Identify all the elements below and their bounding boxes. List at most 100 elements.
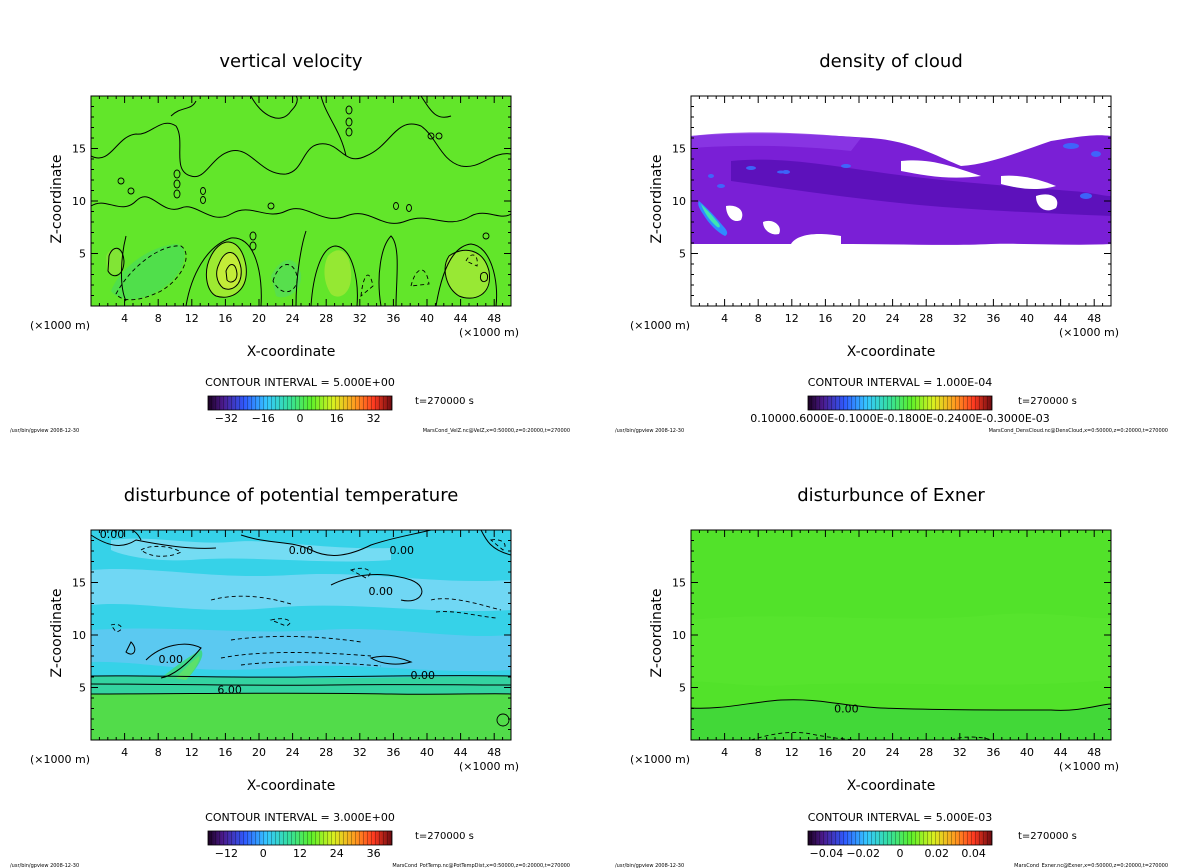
colorbar-tick-label: 0 bbox=[897, 847, 904, 860]
x-unit-label-right: (×1000 m) bbox=[459, 326, 519, 339]
x-tick-label: 28 bbox=[319, 746, 333, 759]
y-tick-label: 5 bbox=[679, 248, 686, 261]
colorbar-frame bbox=[207, 395, 393, 411]
x-tick-label: 40 bbox=[420, 746, 434, 759]
colorbar-tick-label: 24 bbox=[330, 847, 344, 860]
contour-interval: CONTOUR INTERVAL = 1.000E-04 bbox=[808, 376, 992, 389]
x-tick-label: 32 bbox=[353, 312, 367, 325]
time-label: t=270000 s bbox=[415, 831, 474, 842]
x-tick-label: 36 bbox=[986, 312, 1000, 325]
plot-area bbox=[690, 95, 1112, 307]
plot-area: 0.00 0.00 0.00 0.00 0.00 0.00 6.00 bbox=[90, 528, 512, 741]
contour-label: 0.00 bbox=[411, 669, 436, 682]
colorbar-tick-label: −0.02 bbox=[846, 847, 880, 860]
y-axis-label: Z-coordinate bbox=[49, 154, 65, 243]
x-unit-label-right: (×1000 m) bbox=[459, 760, 519, 773]
x-tick-label: 24 bbox=[886, 312, 900, 325]
colorbar-frame bbox=[807, 830, 993, 846]
x-tick-label: 20 bbox=[252, 746, 266, 759]
contour-label: 0.00 bbox=[369, 585, 394, 598]
colorbar-tick-label: 32 bbox=[367, 412, 381, 425]
field-shading bbox=[91, 693, 511, 740]
x-tick-label: 20 bbox=[852, 746, 866, 759]
x-tick-label: 4 bbox=[721, 746, 728, 759]
field-shading bbox=[324, 250, 352, 297]
x-unit-label-left: (×1000 m) bbox=[630, 753, 690, 766]
chart-title: density of cloud bbox=[819, 51, 963, 72]
colorbar-frame bbox=[807, 395, 993, 411]
footer-left: /usr/bin/gpview 2008-12-30 bbox=[10, 428, 79, 434]
contour-label: 0.00 bbox=[834, 703, 859, 716]
x-unit-label-right: (×1000 m) bbox=[1059, 760, 1119, 773]
field-shading bbox=[691, 699, 1111, 740]
x-tick-label: 8 bbox=[155, 312, 162, 325]
x-tick-label: 16 bbox=[818, 746, 832, 759]
colorbar-frame bbox=[207, 830, 393, 846]
y-axis-label: Z-coordinate bbox=[49, 588, 65, 677]
x-unit-label-right: (×1000 m) bbox=[1059, 326, 1119, 339]
x-tick-label: 48 bbox=[1087, 746, 1101, 759]
x-tick-label: 24 bbox=[886, 746, 900, 759]
chart-title: disturbunce of Exner bbox=[797, 485, 985, 506]
contour-labels: 0.00 bbox=[834, 703, 859, 716]
x-tick-label: 32 bbox=[953, 746, 967, 759]
time-label: t=270000 s bbox=[1018, 396, 1077, 407]
x-tick-label: 48 bbox=[1087, 312, 1101, 325]
x-tick-label: 4 bbox=[721, 312, 728, 325]
axes bbox=[91, 530, 511, 740]
axes bbox=[691, 530, 1111, 740]
y-axis-label: Z-coordinate bbox=[649, 154, 665, 243]
x-tick-label: 44 bbox=[1054, 746, 1068, 759]
contour-label: 0.00 bbox=[159, 653, 184, 666]
y-tick-label: 5 bbox=[79, 682, 86, 695]
colorbar-tick-label: 16 bbox=[330, 412, 344, 425]
colorbar-tick-label: −32 bbox=[215, 412, 238, 425]
x-axis-label: X-coordinate bbox=[247, 778, 336, 794]
field-shading bbox=[691, 613, 1111, 686]
x-tick-label: 24 bbox=[286, 312, 300, 325]
axes bbox=[691, 96, 1111, 306]
x-tick-label: 40 bbox=[1020, 746, 1034, 759]
cloud-field bbox=[731, 159, 1111, 216]
time-label: t=270000 s bbox=[415, 396, 474, 407]
chart-title: vertical velocity bbox=[219, 51, 363, 72]
x-tick-label: 48 bbox=[487, 746, 501, 759]
footer-left: /usr/bin/gpview 2008-12-30 bbox=[615, 863, 684, 868]
x-tick-label: 20 bbox=[852, 312, 866, 325]
colorbar-tick-label: −12 bbox=[215, 847, 238, 860]
y-tick-label: 15 bbox=[72, 577, 86, 590]
colorbar-bands bbox=[208, 831, 392, 845]
y-tick-label: 15 bbox=[672, 577, 686, 590]
colorbar-tick-labels: 0.10000.6000E-0.1000E-0.1800E-0.2400E-0.… bbox=[750, 412, 1050, 425]
x-tick-label: 16 bbox=[218, 746, 232, 759]
x-tick-label: 44 bbox=[454, 746, 468, 759]
x-tick-label: 28 bbox=[919, 312, 933, 325]
x-tick-label: 28 bbox=[919, 746, 933, 759]
x-tick-label: 24 bbox=[286, 746, 300, 759]
footer-left: /usr/bin/gpview 2008-12-30 bbox=[10, 863, 79, 868]
field-shading bbox=[445, 250, 490, 299]
x-tick-label: 16 bbox=[818, 312, 832, 325]
footer-right: MarsCond_DensCloud.nc@DensCloud,x=0:5000… bbox=[989, 428, 1168, 434]
x-tick-label: 32 bbox=[953, 312, 967, 325]
cloud-high-density bbox=[701, 204, 720, 228]
x-axis-label: X-coordinate bbox=[247, 344, 336, 360]
x-tick-label: 12 bbox=[785, 746, 799, 759]
x-tick-label: 36 bbox=[986, 746, 1000, 759]
field-shading bbox=[176, 656, 200, 680]
x-unit-label-left: (×1000 m) bbox=[30, 319, 90, 332]
colorbar-bands bbox=[208, 396, 392, 410]
colorbar-tick-label: 0.04 bbox=[961, 847, 986, 860]
colorbar-tick-label: 0.02 bbox=[925, 847, 950, 860]
x-tick-label: 28 bbox=[319, 312, 333, 325]
x-tick-label: 16 bbox=[218, 312, 232, 325]
x-axis-label: X-coordinate bbox=[847, 778, 936, 794]
axes bbox=[91, 96, 511, 306]
footer-right: MarsCond_Exner.nc@Exner,x=0:50000,z=0:20… bbox=[1014, 863, 1168, 868]
panel-potential-temperature: 0.000.00 0.000.000.000.006.00 4 8 12 16 20 24 2… bbox=[10, 485, 570, 868]
y-tick-label: 5 bbox=[679, 682, 686, 695]
x-tick-label: 20 bbox=[252, 312, 266, 325]
